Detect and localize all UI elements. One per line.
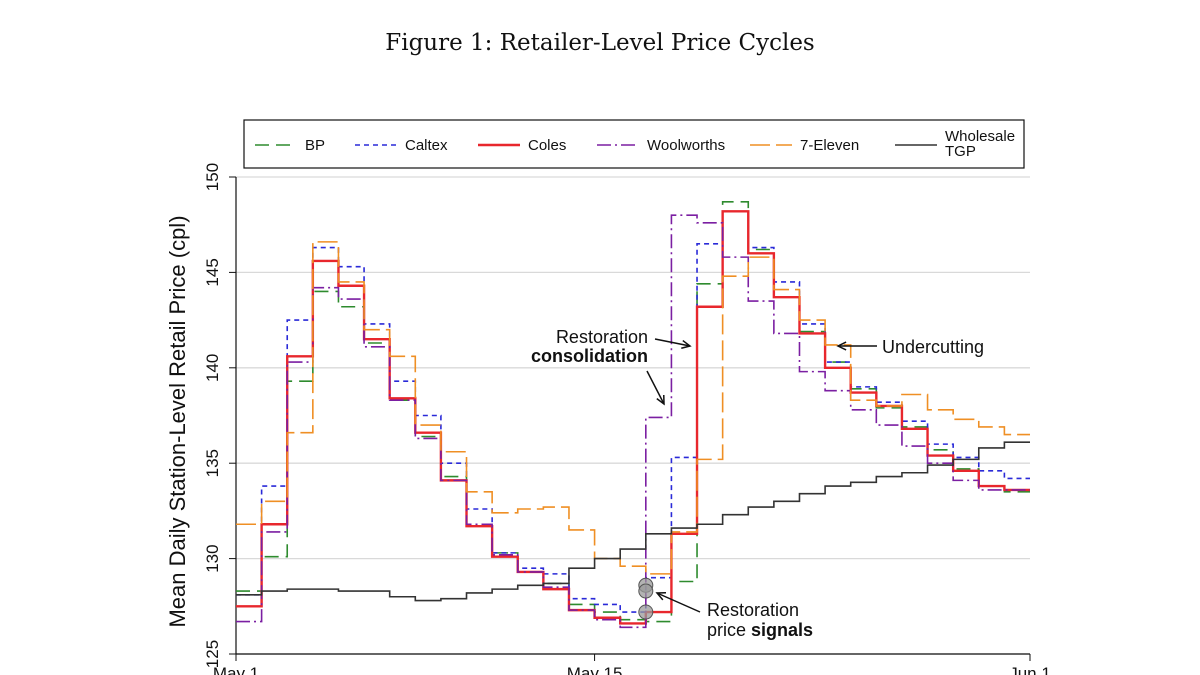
y-tick-label-150: 150 xyxy=(203,163,222,191)
x-tick-label: May 15 xyxy=(567,664,623,675)
legend-label-3: Woolworths xyxy=(647,137,725,154)
series-line-wholesale-tgp xyxy=(236,441,1030,602)
axes: 125 130 135 140 145 150 May 1 May 15 Jun 1 Mean D… xyxy=(165,163,1051,675)
legend-label-5: Wholesale TGP xyxy=(945,128,1015,160)
series-line-bp xyxy=(236,201,1030,623)
legend-box xyxy=(243,119,1025,169)
legend-label-2: Coles xyxy=(528,137,566,154)
legend-label-4: 7-Eleven xyxy=(800,137,859,154)
figure-title: Figure 1: Retailer-Level Price Cycles xyxy=(385,30,815,56)
legend-label-0: BP xyxy=(305,137,325,154)
y-axis-label: Mean Daily Station-Level Retail Price (c… xyxy=(165,215,190,627)
y-tick-label-135: 135 xyxy=(203,449,222,477)
series-line-coles xyxy=(236,210,1030,625)
legend: BP Caltex Coles Woolworths 7-Eleven Wholesale… xyxy=(243,119,1025,169)
signals-arrow-head xyxy=(655,591,667,601)
annotation-signals-label: price signals xyxy=(707,620,813,640)
consolidation-arrow-1-head xyxy=(681,339,692,349)
legend-label-1: Caltex xyxy=(405,137,448,154)
y-tick-label-140: 140 xyxy=(203,354,222,382)
series-line-woolworths xyxy=(236,214,1030,629)
x-tick-label: May 1 xyxy=(213,664,259,675)
y-tick-label-145: 145 xyxy=(203,258,222,286)
legend-label-line1: Wholesale xyxy=(945,128,1015,145)
annotation-signals-restoration-label: Restoration xyxy=(707,600,799,620)
y-tick-label-125: 125 xyxy=(203,640,222,668)
series-lines xyxy=(236,201,1030,629)
annotation-signals-plain: price xyxy=(707,620,751,640)
annotation-restoration-label: Restoration xyxy=(556,327,648,347)
undercutting-arrow-head xyxy=(836,341,847,351)
gridlines xyxy=(236,176,1030,655)
legend-label-line2: TGP xyxy=(945,143,976,160)
consolidation-arrow-2-shaft xyxy=(646,370,665,405)
series-line-7-eleven xyxy=(236,241,1030,575)
consolidation-arrow-1-shaft xyxy=(654,338,691,347)
x-tick-label: Jun 1 xyxy=(1009,664,1051,675)
signal-marker-1 xyxy=(638,583,654,599)
annotation-consolidation-label: consolidation xyxy=(531,346,648,366)
signals-arrow-shaft xyxy=(656,592,701,613)
annotation-undercutting-label: Undercutting xyxy=(882,337,984,357)
signal-marker-2 xyxy=(638,604,654,620)
annotation-signals-bold: signals xyxy=(751,620,813,640)
y-tick-label-130: 130 xyxy=(203,544,222,572)
series-line-caltex xyxy=(236,210,1030,613)
consolidation-arrow-2-head xyxy=(656,394,665,406)
